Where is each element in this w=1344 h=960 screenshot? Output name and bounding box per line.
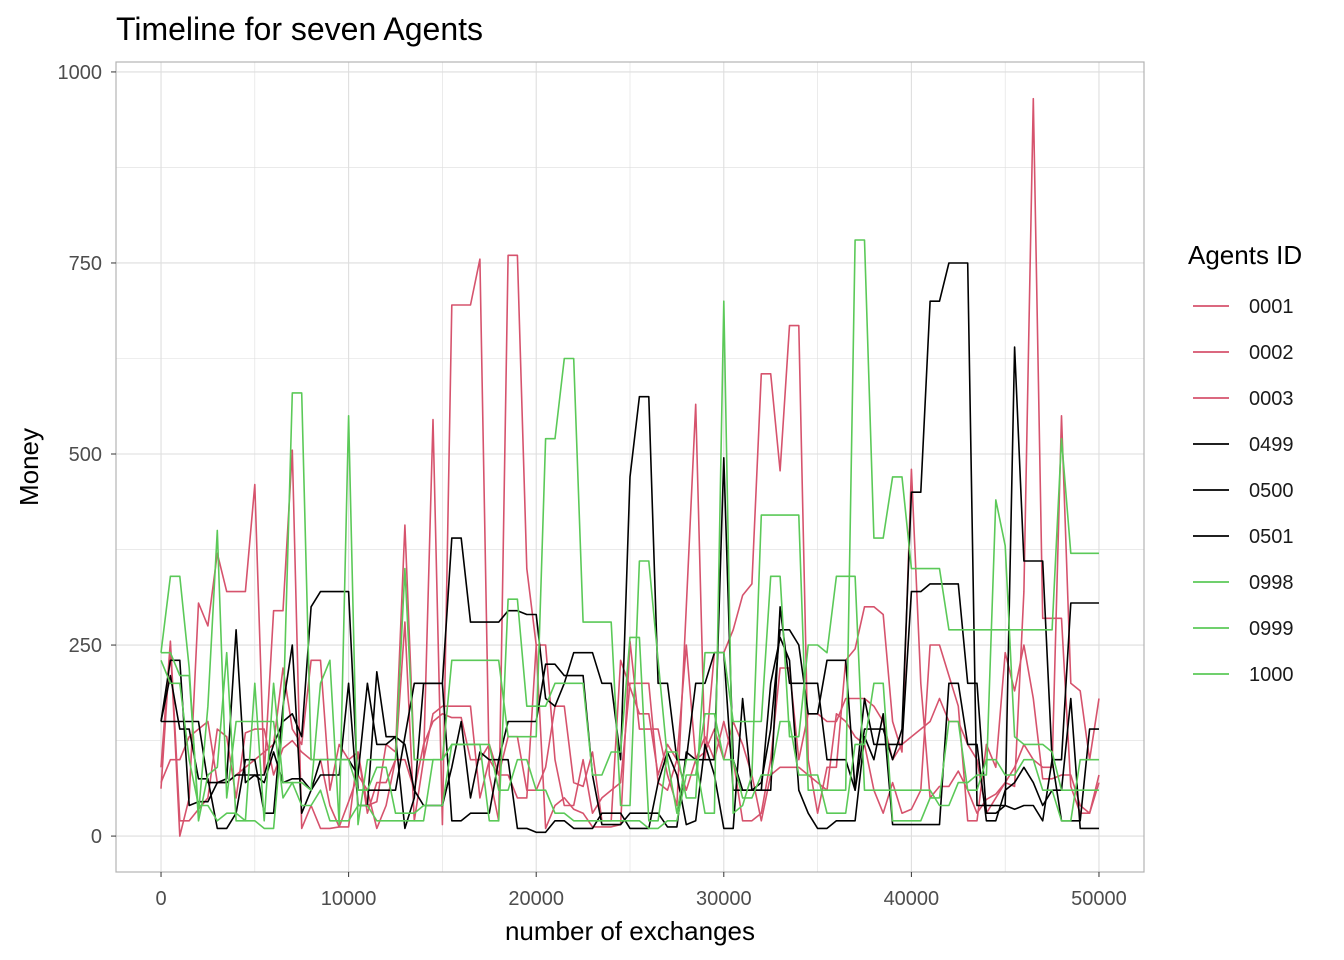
y-tick-label: 250 <box>69 635 102 657</box>
legend-label-0002: 0002 <box>1249 342 1294 364</box>
y-axis: 0 250 500 750 1000 <box>58 62 116 848</box>
legend-label-0003: 0003 <box>1249 388 1294 410</box>
legend-label-0499: 0499 <box>1249 434 1294 456</box>
legend: Agents ID 0001 0002 0003 0499 0500 0501 0998 09… <box>1188 240 1302 686</box>
legend-items: 0001 0002 0003 0499 0500 0501 0998 0999 1000 <box>1193 296 1294 686</box>
y-axis-title: Money <box>14 428 44 506</box>
series-line-0500 <box>160 262 1099 830</box>
x-tick-label: 10000 <box>321 888 377 910</box>
series-line-0003 <box>160 414 1100 822</box>
series-line-0999 <box>160 392 1099 830</box>
chart-title: Timeline for seven Agents <box>116 11 483 47</box>
y-tick-label: 1000 <box>58 62 103 84</box>
x-axis-title: number of exchanges <box>505 916 755 946</box>
legend-label-0501: 0501 <box>1249 526 1294 548</box>
legend-label-0001: 0001 <box>1249 296 1294 318</box>
y-tick-label: 0 <box>91 826 102 848</box>
series-line-0998 <box>161 239 1099 826</box>
panel-border <box>115 61 1145 873</box>
grid-lines <box>116 62 1144 872</box>
legend-label-0998: 0998 <box>1249 572 1294 594</box>
x-axis: 0 10000 20000 30000 40000 50000 <box>155 872 1127 910</box>
y-tick-label: 500 <box>69 444 102 466</box>
legend-label-1000: 1000 <box>1249 664 1294 686</box>
x-tick-label: 0 <box>155 888 166 910</box>
x-tick-label: 30000 <box>696 888 752 910</box>
series-line-1000 <box>160 575 1099 830</box>
x-tick-label: 20000 <box>508 888 564 910</box>
legend-title: Agents ID <box>1188 240 1302 270</box>
legend-label-0500: 0500 <box>1249 480 1294 502</box>
series-lines <box>160 97 1100 837</box>
x-tick-label: 40000 <box>884 888 940 910</box>
plot-panel <box>115 61 1145 873</box>
x-tick-label: 50000 <box>1071 888 1127 910</box>
y-tick-label: 750 <box>69 253 102 275</box>
legend-label-0999: 0999 <box>1249 618 1294 640</box>
